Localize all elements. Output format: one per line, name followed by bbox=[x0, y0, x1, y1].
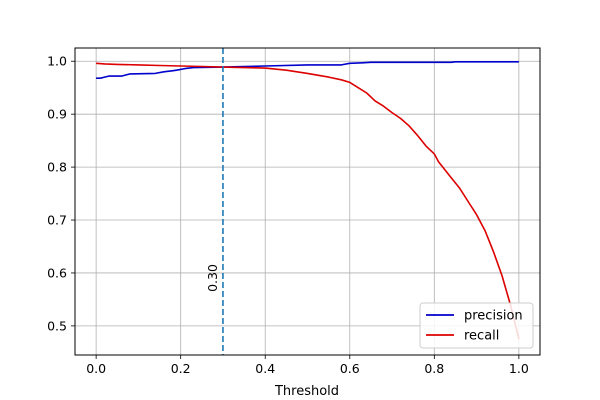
x-tick-label: 0.6 bbox=[340, 361, 360, 376]
y-tick-label: 0.7 bbox=[47, 213, 67, 228]
legend-label-precision: precision bbox=[464, 309, 523, 324]
legend: precision recall bbox=[419, 302, 534, 349]
x-tick-label: 0.8 bbox=[424, 361, 444, 376]
y-axis: 0.5 0.6 0.7 0.8 0.9 1.0 bbox=[47, 54, 75, 333]
x-tick-label: 1.0 bbox=[509, 361, 529, 376]
y-tick-label: 1.0 bbox=[47, 54, 67, 69]
y-tick-label: 0.5 bbox=[47, 318, 67, 333]
annotations: 0.30 bbox=[205, 48, 224, 355]
series-lines bbox=[96, 60, 520, 340]
x-axis-label: Threshold bbox=[274, 384, 339, 399]
y-tick-label: 0.9 bbox=[47, 107, 67, 122]
x-tick-label: 0.2 bbox=[171, 361, 191, 376]
x-axis: 0.0 0.2 0.4 0.6 0.8 1.0 bbox=[86, 355, 529, 376]
grid bbox=[75, 48, 540, 355]
recall-line bbox=[96, 62, 520, 340]
y-tick-label: 0.6 bbox=[47, 265, 67, 280]
threshold-marker-label: 0.30 bbox=[205, 264, 220, 292]
legend-label-recall: recall bbox=[464, 329, 499, 344]
x-tick-label: 0.4 bbox=[255, 361, 275, 376]
x-tick-label: 0.0 bbox=[86, 361, 106, 376]
y-tick-label: 0.8 bbox=[47, 160, 67, 175]
plot-frame bbox=[74, 47, 541, 356]
